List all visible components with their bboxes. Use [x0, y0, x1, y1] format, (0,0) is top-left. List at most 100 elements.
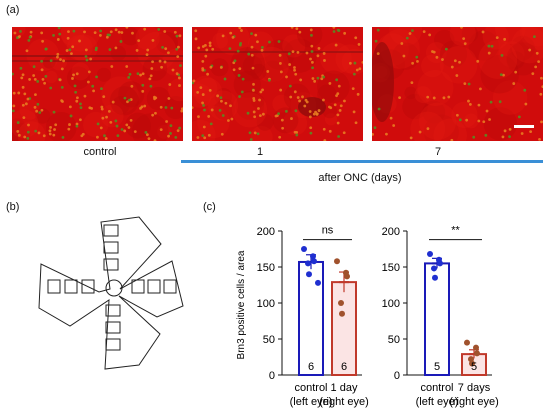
cell-dot [25, 49, 29, 53]
tissue-patch [322, 103, 337, 119]
tissue-patch [404, 86, 417, 100]
cell-dot [145, 53, 149, 57]
cell-dot [309, 28, 313, 32]
cell-dot [139, 106, 142, 110]
cell-dot [316, 76, 320, 80]
cell-dot [253, 131, 257, 135]
cell-dot [348, 61, 352, 65]
cell-dot [24, 102, 28, 106]
cell-dot [178, 84, 181, 87]
cell-dot [484, 133, 488, 137]
cell-dot [281, 126, 285, 130]
cell-dot [93, 31, 97, 34]
cell-dot [376, 28, 380, 32]
cell-dot [337, 84, 341, 88]
cell-dot [499, 73, 503, 77]
cell-dot [171, 68, 175, 72]
cell-dot [68, 123, 71, 126]
cell-dot [209, 65, 213, 69]
micrograph-background [192, 27, 363, 141]
cell-dot [114, 119, 118, 123]
cell-dot [278, 135, 282, 139]
cell-dot [19, 29, 22, 33]
cell-dot [86, 80, 90, 84]
tissue-patch [164, 95, 183, 120]
tissue-patch [480, 54, 519, 94]
cell-dot [447, 95, 451, 99]
cell-dot [128, 72, 132, 76]
data-point [464, 339, 470, 346]
cell-dot [531, 72, 535, 76]
cell-dot [164, 47, 168, 51]
tissue-patch [495, 27, 526, 45]
cell-dot [96, 135, 99, 139]
cell-dot [402, 54, 406, 58]
cell-dot [79, 106, 83, 110]
tissue-patch [425, 42, 447, 64]
cell-dot [295, 133, 299, 137]
cell-dot [161, 45, 164, 49]
cell-dot [408, 32, 412, 35]
tissue-patch [498, 41, 525, 68]
y-tick-label: 150 [257, 262, 275, 274]
cell-dot [479, 87, 482, 91]
cell-dot [333, 103, 337, 107]
cell-dot [59, 58, 62, 61]
cell-dot [254, 33, 258, 37]
cell-dot [295, 130, 299, 134]
tissue-patch [168, 78, 183, 102]
cell-dot [428, 33, 432, 37]
cell-dot [224, 101, 228, 105]
tissue-patch [317, 84, 337, 104]
cell-dot [338, 109, 342, 112]
cell-dot [250, 45, 254, 49]
tissue-patch [256, 113, 274, 131]
cell-dot [65, 49, 69, 52]
data-point [311, 258, 317, 265]
cell-dot [36, 80, 40, 83]
cell-dot [317, 47, 321, 50]
cell-dot [143, 104, 147, 108]
cell-dot [260, 48, 264, 52]
cell-dot [123, 129, 127, 133]
cell-dot [20, 76, 24, 80]
significance-label: ** [451, 225, 460, 237]
panel-label-a: (a) [6, 4, 20, 16]
cell-dot [34, 129, 38, 133]
n-label: 5 [471, 361, 477, 373]
cell-dot [278, 53, 282, 57]
cell-dot [229, 31, 233, 35]
cell-dot [167, 134, 170, 138]
tissue-patch [197, 105, 230, 139]
cell-dot [85, 58, 89, 62]
n-label: 6 [308, 361, 314, 373]
significance-label: ns [322, 225, 334, 237]
cell-dot [66, 36, 70, 40]
cell-dot [405, 36, 409, 40]
cell-dot [310, 33, 313, 37]
cell-dot [167, 97, 171, 100]
data-point [338, 300, 344, 306]
cell-dot [296, 50, 300, 54]
cell-dot [199, 86, 203, 90]
after-onc-label: after ONC (days) [318, 172, 402, 184]
tissue-patch [272, 94, 291, 113]
category-label: (right eye) [449, 396, 499, 408]
cell-dot [149, 84, 153, 88]
y-tick-label: 0 [269, 370, 275, 382]
cell-dot [514, 70, 518, 74]
cell-dot [309, 57, 312, 61]
tissue-patch [483, 107, 518, 141]
tissue-patch [19, 99, 40, 120]
y-tick-label: 100 [257, 298, 275, 310]
tissue-patch [45, 112, 77, 141]
tissue-patch [389, 27, 423, 47]
tissue-patch [414, 86, 432, 104]
cell-dot [75, 124, 79, 128]
cell-dot [76, 96, 79, 100]
cell-dot [37, 131, 41, 135]
cell-dot [197, 115, 200, 119]
cell-dot [252, 82, 255, 86]
cell-dot [116, 134, 120, 138]
cell-dot [315, 113, 319, 116]
